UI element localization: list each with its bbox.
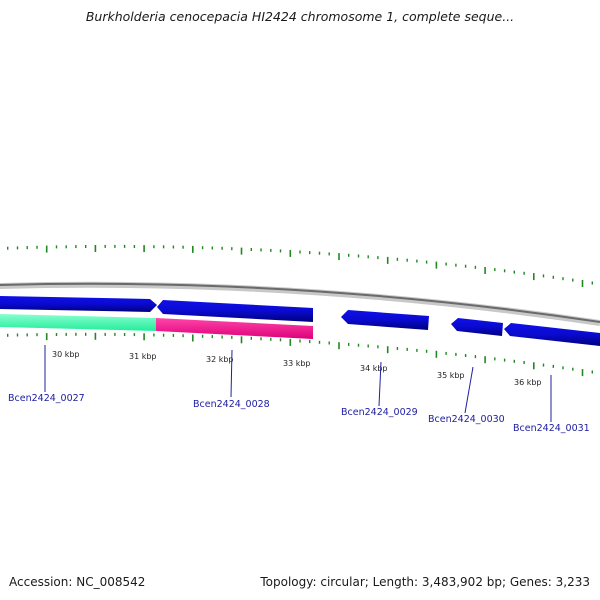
gene-label-0027[interactable]: Bcen2424_0027 — [8, 393, 85, 404]
genome-backbone — [0, 281, 600, 326]
tick-label-36kbp: 36 kbp — [514, 378, 542, 387]
gene-label-0029[interactable]: Bcen2424_0029 — [341, 407, 418, 418]
tick-label-35kbp: 35 kbp — [437, 371, 465, 380]
leader-line-0030 — [464, 366, 474, 414]
leader-line-0029 — [378, 361, 382, 407]
genome-backbone-line — [0, 282, 600, 323]
leader-line-0028 — [230, 349, 233, 398]
topology-summary: Topology: circular; Length: 3,483,902 bp… — [260, 575, 590, 589]
gene-label-0028[interactable]: Bcen2424_0028 — [193, 399, 270, 410]
cds-bar-green — [0, 314, 156, 331]
cds-bar-pink — [156, 318, 313, 339]
gene-label-0030[interactable]: Bcen2424_0030 — [428, 414, 505, 425]
gene-arrow-0031 — [504, 323, 600, 346]
gene-arrow-0027-forward — [0, 296, 157, 312]
accession-text: Accession: NC_008542 — [9, 575, 146, 589]
map-title: Burkholderia cenocepacia HI2424 chromoso… — [85, 9, 515, 24]
tick-label-32kbp: 32 kbp — [206, 355, 234, 364]
outer-tick-ring — [6, 244, 593, 287]
inner-tick-ring — [6, 332, 593, 377]
tick-label-33kbp: 33 kbp — [283, 359, 311, 368]
tick-label-34kbp: 34 kbp — [360, 364, 388, 373]
gene-arrow-0030 — [451, 318, 503, 336]
tick-label-30kbp: 30 kbp — [52, 350, 80, 359]
tick-label-31kbp: 31 kbp — [129, 352, 157, 361]
gene-arrow-0028-forward — [157, 300, 313, 322]
gene-arrow-0029 — [341, 310, 429, 330]
gene-label-0031[interactable]: Bcen2424_0031 — [513, 423, 590, 434]
